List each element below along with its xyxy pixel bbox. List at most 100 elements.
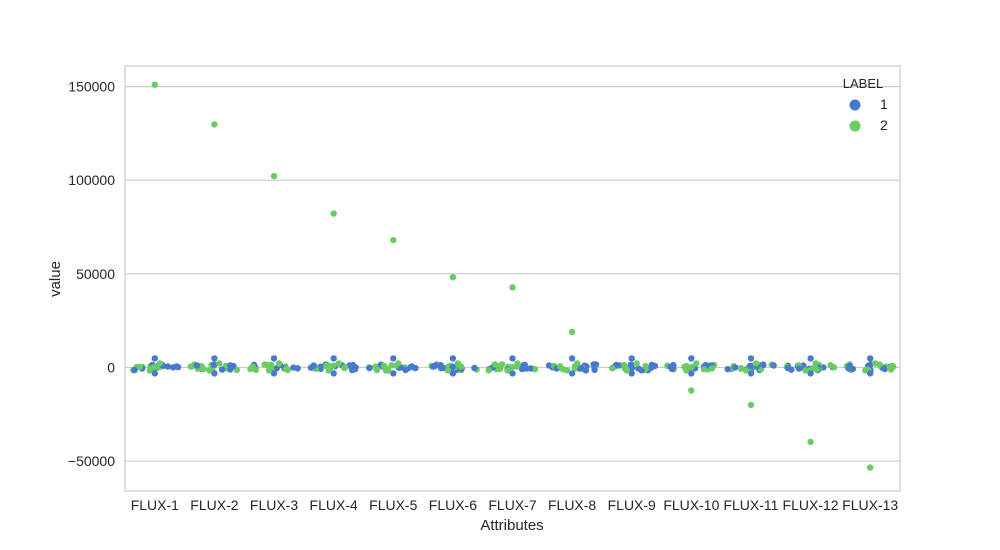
data-point	[211, 370, 218, 377]
data-point	[845, 365, 852, 372]
data-point	[151, 370, 158, 377]
legend-title: LABEL	[843, 76, 883, 91]
data-point	[683, 367, 690, 374]
data-point	[270, 355, 278, 362]
data-point	[146, 367, 153, 374]
data-point	[752, 360, 760, 367]
outlier-point	[747, 401, 755, 409]
y-tick-label: 0	[107, 359, 115, 375]
x-tick-label: FLUX-7	[488, 497, 536, 513]
data-point	[330, 355, 337, 362]
data-point	[206, 367, 213, 374]
outlier-point	[151, 81, 158, 88]
data-point	[294, 365, 301, 372]
data-point	[867, 370, 874, 377]
data-point	[372, 363, 380, 370]
data-point	[275, 360, 283, 367]
data-point	[454, 360, 462, 367]
data-point	[449, 355, 457, 362]
outlier-point	[807, 438, 814, 446]
data-point	[325, 367, 332, 374]
data-point	[366, 364, 373, 372]
data-point	[509, 355, 516, 362]
data-point	[628, 370, 635, 377]
data-point	[568, 370, 576, 377]
y-axis-label: value	[47, 261, 64, 297]
data-point	[431, 363, 438, 370]
data-point	[813, 366, 820, 373]
x-tick-label: FLUX-5	[369, 497, 417, 513]
data-point	[812, 360, 819, 367]
outlier-point	[270, 172, 278, 180]
legend: LABEL 1 2	[843, 76, 888, 133]
data-point	[261, 361, 268, 368]
legend-label-1: 1	[880, 96, 888, 112]
data-point	[827, 361, 834, 369]
legend-label-2: 2	[880, 117, 888, 133]
data-point	[449, 370, 457, 377]
data-point	[862, 367, 869, 374]
data-point	[164, 363, 172, 370]
data-point	[408, 363, 416, 370]
outlier-point	[449, 274, 457, 281]
data-point	[330, 362, 337, 369]
data-point	[700, 366, 708, 373]
outlier-point	[211, 121, 218, 128]
data-point	[210, 361, 218, 368]
data-point	[573, 360, 581, 367]
x-tick-label: FLUX-10	[663, 497, 719, 513]
data-point	[609, 365, 616, 372]
data-point	[351, 366, 359, 373]
data-point	[628, 355, 635, 362]
y-ticks: −50000 0 50000 100000 150000	[68, 79, 115, 469]
data-point	[444, 367, 452, 374]
data-point	[867, 355, 874, 362]
outlier-point	[688, 387, 695, 394]
data-point	[747, 362, 754, 370]
outlier-point	[509, 284, 516, 291]
data-point	[218, 366, 226, 373]
data-point	[193, 362, 201, 369]
data-point	[380, 362, 388, 370]
data-point	[151, 355, 158, 362]
data-point	[668, 365, 676, 372]
data-point	[760, 361, 767, 369]
x-tick-label: FLUX-9	[608, 497, 656, 513]
x-tick-label: FLUX-4	[310, 497, 358, 513]
data-point	[568, 355, 576, 362]
data-point	[265, 367, 273, 374]
data-point	[518, 365, 526, 373]
data-point	[527, 365, 534, 372]
data-point	[563, 367, 571, 374]
data-point	[708, 365, 716, 372]
data-point	[151, 363, 158, 371]
data-point	[437, 364, 445, 372]
data-point	[156, 360, 163, 367]
data-point	[273, 365, 280, 372]
data-point	[390, 370, 397, 377]
outlier-point	[390, 236, 397, 244]
data-point	[807, 355, 814, 362]
data-point	[747, 370, 755, 377]
data-point	[341, 364, 348, 372]
data-point	[642, 362, 649, 370]
y-tick-label: 150000	[68, 79, 115, 95]
data-point	[268, 361, 275, 369]
data-points	[130, 81, 897, 471]
data-point	[688, 370, 695, 377]
outlier-point	[867, 464, 874, 471]
data-point	[886, 364, 893, 371]
data-point	[807, 370, 814, 377]
plot-area	[124, 65, 901, 492]
data-point	[872, 360, 879, 367]
data-point	[724, 366, 731, 373]
data-point	[173, 363, 180, 370]
data-point	[802, 367, 809, 374]
x-tick-label: FLUX-13	[842, 497, 898, 513]
data-point	[395, 360, 402, 367]
x-axis-label: Attributes	[480, 517, 543, 534]
outlier-point	[568, 328, 576, 336]
data-point	[784, 364, 792, 372]
x-tick-label: FLUX-12	[783, 497, 839, 513]
